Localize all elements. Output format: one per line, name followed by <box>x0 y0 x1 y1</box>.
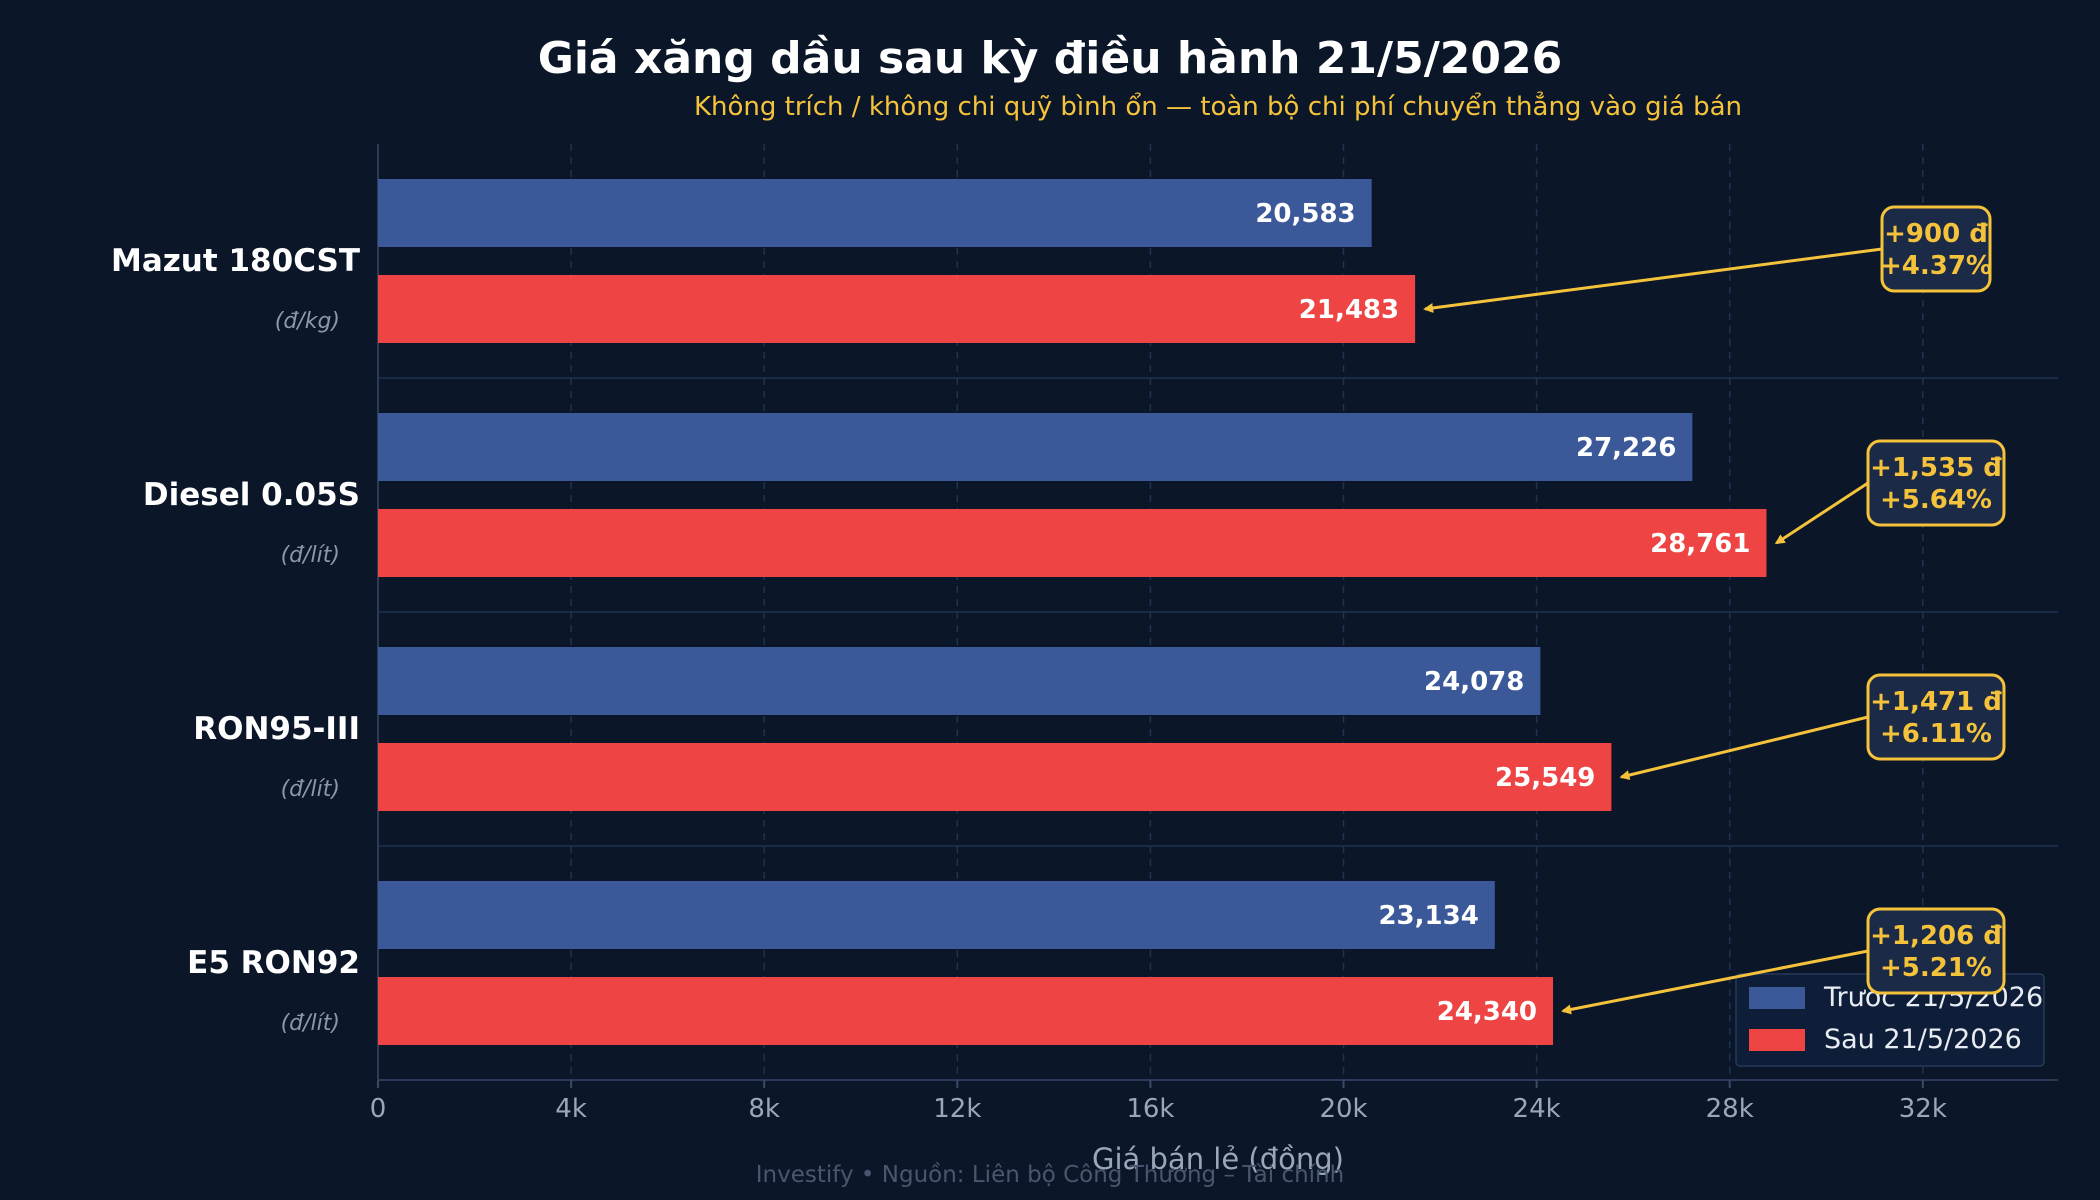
bar-before-1 <box>378 413 1693 481</box>
annotation-change-amount-0: +900 đ <box>1884 219 1988 249</box>
x-tick-label-6: 24k <box>1513 1094 1561 1124</box>
value-label-after-1: 28,761 <box>1650 529 1750 559</box>
change-annotations: +900 đ+4.37% +1,535 đ+5.64% +1,471 đ+6.11%… <box>1423 205 2006 1015</box>
annotation-box-3 <box>1866 907 2006 995</box>
x-tick-label-5: 20k <box>1319 1094 1367 1124</box>
bar-after-2 <box>378 743 1612 811</box>
annotation-change-percent-3: +5.21% <box>1880 953 1992 983</box>
legend: Trước 21/5/2026 Sau 21/5/2026 <box>1735 973 2045 1067</box>
value-label-before-1: 27,226 <box>1576 433 1676 463</box>
annotation-change-percent-2: +6.11% <box>1880 719 1992 749</box>
x-tick-label-2: 8k <box>748 1094 780 1124</box>
bar-before-2 <box>378 647 1541 715</box>
value-label-before-0: 20,583 <box>1255 199 1355 229</box>
chart-title: Giá xăng dầu sau kỳ điều hành 21/5/2026 <box>538 33 1563 84</box>
annotation-arrow-3 <box>1561 949 1869 1015</box>
value-label-after-3: 24,340 <box>1437 997 1537 1027</box>
annotation-change-amount-2: +1,471 đ <box>1870 687 2002 717</box>
x-tick-label-1: 4k <box>555 1094 587 1124</box>
unit-label-2: (đ/lít) <box>281 777 340 802</box>
annotation-arrow-2 <box>1619 715 1869 780</box>
footer-source: Investify • Nguồn: Liên bộ Công Thương –… <box>756 1162 1344 1188</box>
annotation-change-percent-0: +4.37% <box>1880 251 1992 281</box>
annotation-change-percent-1: +5.64% <box>1880 485 1992 515</box>
x-tick-label-3: 12k <box>933 1094 981 1124</box>
category-label-0: Mazut 180CST <box>111 243 360 279</box>
x-tick-label-7: 28k <box>1706 1094 1754 1124</box>
x-axis: 0 4k 8k 12k 16k 20k 24k 28k 32k <box>370 1080 1947 1124</box>
value-label-before-2: 24,078 <box>1424 667 1524 697</box>
value-label-before-3: 23,134 <box>1378 901 1478 931</box>
value-label-after-0: 21,483 <box>1299 295 1399 325</box>
x-tick-label-0: 0 <box>370 1094 387 1124</box>
unit-label-1: (đ/lít) <box>281 543 340 568</box>
annotation-box-2 <box>1866 673 2006 761</box>
chart-subtitle: Không trích / không chi quỹ bình ổn — to… <box>694 90 1742 122</box>
annotation-box-0 <box>1880 205 1992 293</box>
bar-after-0 <box>378 275 1416 343</box>
annotation-box-1 <box>1866 439 2006 527</box>
category-label-1: Diesel 0.05S <box>143 477 360 513</box>
bar-after-3 <box>378 977 1554 1045</box>
x-axis-title: Giá bán lẻ (đồng) <box>1092 1142 1344 1176</box>
bars: 20,583 21,483 27,226 28,761 24,078 25,549 23,1… <box>378 179 1767 1045</box>
bar-after-1 <box>378 509 1767 577</box>
x-tick-label-8: 32k <box>1899 1094 1947 1124</box>
legend-swatch-before <box>1749 987 1805 1009</box>
unit-label-0: (đ/kg) <box>275 309 340 334</box>
bar-before-0 <box>378 179 1372 247</box>
value-label-after-2: 25,549 <box>1495 763 1595 793</box>
unit-label-3: (đ/lít) <box>281 1011 340 1036</box>
legend-label-after: Sau 21/5/2026 <box>1824 1024 2022 1055</box>
x-tick-label-4: 16k <box>1126 1094 1174 1124</box>
category-label-3: E5 RON92 <box>187 945 360 981</box>
bar-before-3 <box>378 881 1495 949</box>
annotation-change-amount-1: +1,535 đ <box>1870 453 2002 483</box>
annotation-arrow-0 <box>1423 247 1883 313</box>
annotation-change-amount-3: +1,206 đ <box>1870 921 2002 951</box>
category-label-2: RON95-III <box>193 711 360 747</box>
category-labels: Mazut 180CST (đ/kg) Diesel 0.05S (đ/lít) RON… <box>111 243 360 1036</box>
annotation-arrow-1 <box>1774 481 1869 545</box>
legend-swatch-after <box>1749 1029 1805 1051</box>
